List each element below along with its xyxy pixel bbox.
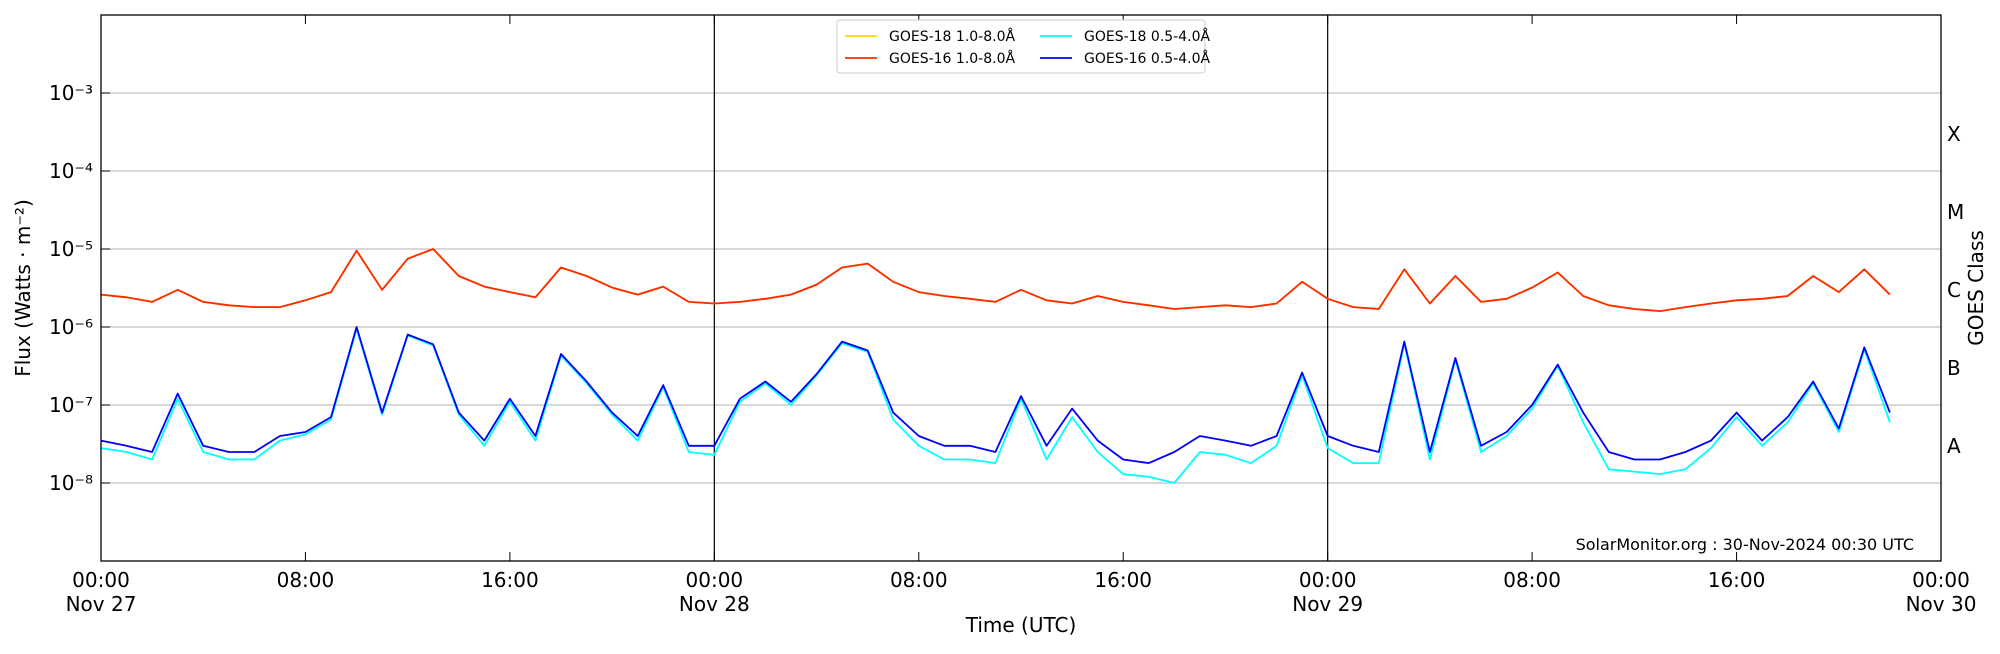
y-tick-label: 10⁻⁶ bbox=[49, 315, 93, 339]
x-tick-label: 08:00 bbox=[890, 568, 948, 592]
y-tick-label: 10⁻⁷ bbox=[49, 393, 93, 417]
series-line bbox=[100, 248, 1891, 312]
y-tick-label: 10⁻⁵ bbox=[49, 237, 93, 261]
x-tick-label: 00:00 bbox=[686, 568, 744, 592]
x-tick-label: 16:00 bbox=[1708, 568, 1766, 592]
x-tick-label: Nov 29 bbox=[1292, 592, 1363, 616]
x-tick-label: 00:00 bbox=[1912, 568, 1970, 592]
y2-tick-label: B bbox=[1947, 356, 1961, 380]
x-tick-label: 16:00 bbox=[481, 568, 539, 592]
x-tick-label: Nov 30 bbox=[1906, 592, 1977, 616]
legend-label: GOES-16 1.0-8.0Å bbox=[889, 50, 1015, 67]
legend-label: GOES-18 0.5-4.0Å bbox=[1084, 28, 1210, 45]
x-tick-label: 08:00 bbox=[277, 568, 335, 592]
y2-tick-label: X bbox=[1947, 122, 1961, 146]
y2-tick-label: C bbox=[1947, 278, 1961, 302]
y2-tick-label: M bbox=[1947, 200, 1964, 224]
annotation: SolarMonitor.org : 30-Nov-2024 00:30 UTC bbox=[1576, 535, 1914, 554]
legend: GOES-18 1.0-8.0Å GOES-16 1.0-8.0Å GOES-18 … bbox=[836, 19, 1210, 74]
x-axis-label: Time (UTC) bbox=[965, 613, 1077, 637]
plot-frame bbox=[100, 14, 1942, 562]
x-tick-label: 00:00 bbox=[72, 568, 130, 592]
x-tick-label: 16:00 bbox=[1094, 568, 1152, 592]
x-tick-label: Nov 27 bbox=[66, 592, 137, 616]
x-tick-label: 08:00 bbox=[1503, 568, 1561, 592]
y2-axis-label: GOES Class bbox=[1964, 230, 1988, 346]
y-tick-label: 10⁻⁸ bbox=[49, 471, 93, 495]
y-axis-label: Flux (Watts · m⁻²) bbox=[11, 199, 35, 377]
legend-label: GOES-18 1.0-8.0Å bbox=[889, 28, 1015, 45]
x-tick-label: Nov 28 bbox=[679, 592, 750, 616]
y-tick-label: 10⁻⁴ bbox=[49, 159, 93, 183]
legend-box bbox=[836, 19, 1206, 74]
series-line bbox=[100, 326, 1891, 464]
y-tick-label: 10⁻³ bbox=[49, 81, 93, 105]
legend-label: GOES-16 0.5-4.0Å bbox=[1084, 50, 1210, 67]
x-tick-label: 00:00 bbox=[1299, 568, 1357, 592]
y2-tick-label: A bbox=[1947, 434, 1961, 458]
